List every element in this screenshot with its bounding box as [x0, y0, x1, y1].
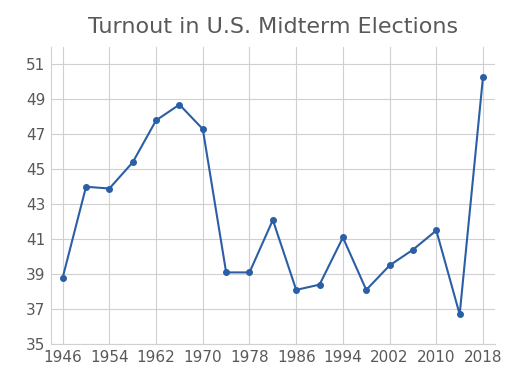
Title: Turnout in U.S. Midterm Elections: Turnout in U.S. Midterm Elections	[88, 17, 457, 37]
